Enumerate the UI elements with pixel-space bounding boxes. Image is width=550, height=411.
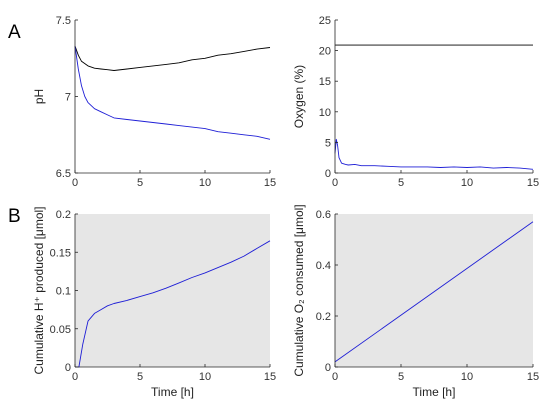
series-line-1: [75, 240, 271, 368]
x-tick-label: 0: [72, 371, 78, 383]
y-tick-label: 0.05: [50, 324, 71, 336]
series-line-2: [74, 45, 271, 140]
y-tick-label: 25: [319, 15, 331, 27]
series-line-1: [334, 221, 534, 363]
y-tick-label: 15: [319, 76, 331, 88]
series-line-2: [334, 138, 534, 170]
series-line-1: [74, 45, 271, 71]
y-tick-label: 7: [65, 92, 71, 104]
x-tick-label: 0: [332, 177, 338, 189]
x-tick-label: 15: [527, 371, 539, 383]
y-tick-label: 0.2: [56, 209, 71, 221]
x-tick-label: 0: [72, 177, 78, 189]
y-tick-label: 6.5: [56, 168, 71, 180]
y-tick-label: 0.2: [316, 311, 331, 323]
x-tick-label: 0: [332, 371, 338, 383]
y-tick-label: 0.1: [56, 286, 71, 298]
panel-label-a: A: [8, 22, 21, 43]
y-tick-label: 0.15: [50, 247, 71, 259]
x-tick-label: 5: [137, 177, 143, 189]
chart-panels: 0 5 10 15 6.5 7 7.5 pH 0 5 10 15 0 5 10 15 20 25 Oxygen (%…: [32, 15, 539, 399]
y-tick-label: 0.6: [316, 209, 331, 221]
y-tick-label: 0: [65, 362, 71, 374]
x-tick-label: 10: [461, 371, 473, 383]
plot-background: [75, 214, 270, 367]
chart-ph: 0 5 10 15 6.5 7 7.5 pH: [32, 15, 276, 189]
x-axis-label: Time [h]: [413, 385, 456, 399]
x-tick-label: 5: [398, 371, 404, 383]
y-tick-label: 0.4: [316, 260, 331, 272]
y-tick-label: 20: [319, 46, 331, 58]
panel-label-b: B: [8, 206, 21, 227]
y-axis-label: Cumulative O₂ consumed [μmol]: [292, 204, 306, 376]
plot-background: [335, 214, 533, 367]
x-tick-label: 10: [199, 371, 211, 383]
chart-o2_consumed: 0 5 10 15 0 0.2 0.4 0.6 Time [h] Cumulative O₂ co…: [292, 204, 539, 399]
chart-h_produced: 0 5 10 15 0 0.05 0.1 0.15 0.2 Time [h] Cumulative …: [32, 207, 276, 399]
x-tick-label: 15: [527, 177, 539, 189]
x-tick-label: 5: [398, 177, 404, 189]
x-tick-label: 10: [461, 177, 473, 189]
x-tick-label: 10: [199, 177, 211, 189]
x-axis-label: Time [h]: [151, 385, 194, 399]
y-tick-label: 7.5: [56, 15, 71, 27]
y-tick-label: 10: [319, 107, 331, 119]
y-tick-label: 0: [325, 168, 331, 180]
y-tick-label: 5: [325, 137, 331, 149]
y-axis-label: pH: [32, 89, 46, 104]
x-tick-label: 15: [264, 371, 276, 383]
y-axis-label: Cumulative H⁺ produced [μmol]: [32, 207, 46, 375]
x-tick-label: 5: [137, 371, 143, 383]
chart-oxygen: 0 5 10 15 0 5 10 15 20 25 Oxygen (%): [292, 15, 539, 189]
x-tick-label: 15: [264, 177, 276, 189]
y-axis-label: Oxygen (%): [292, 65, 306, 128]
y-tick-label: 0: [325, 362, 331, 374]
